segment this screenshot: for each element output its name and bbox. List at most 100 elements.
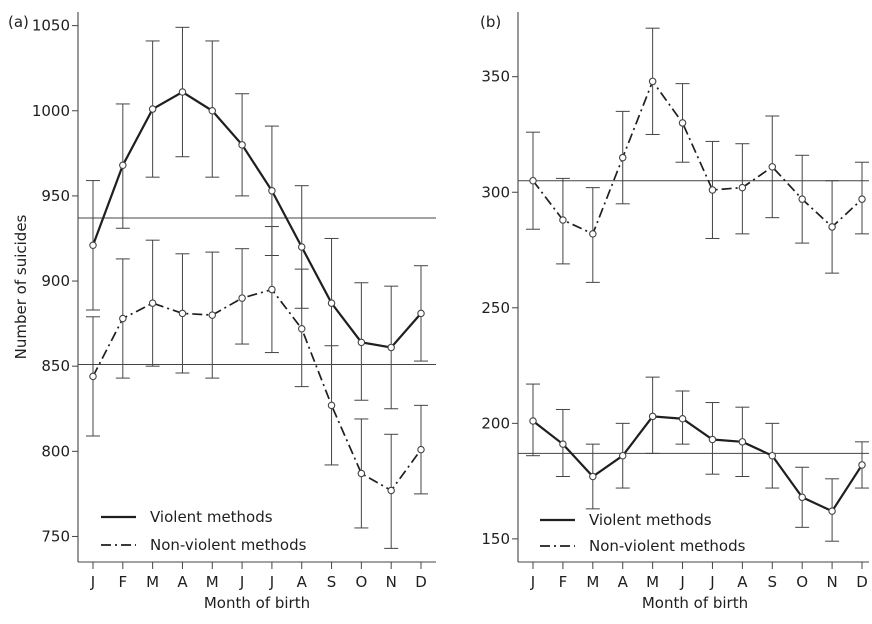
y-axis-label: Number of suicides <box>12 214 30 359</box>
x-tick-label: M <box>146 573 159 591</box>
violent-methods-point <box>178 88 187 96</box>
x-axis-label: Month of birth <box>642 594 748 612</box>
non-violent-methods-point <box>119 314 127 323</box>
x-tick-label: O <box>355 573 367 591</box>
x-tick-label: S <box>327 573 337 591</box>
x-tick-label: F <box>118 573 127 591</box>
non-violent-methods-point <box>327 401 336 410</box>
violent-methods-point <box>238 141 246 149</box>
violent-methods-point <box>327 299 336 307</box>
violent-methods-point <box>417 309 425 318</box>
violent-methods-point <box>559 440 567 448</box>
x-tick-label: A <box>177 573 188 591</box>
violent-methods-point <box>529 417 537 425</box>
non-violent-methods-point <box>357 469 366 478</box>
violent-methods-point <box>589 472 597 481</box>
x-tick-label: F <box>559 573 568 591</box>
non-violent-methods-point <box>559 216 567 224</box>
x-tick-label: M <box>646 573 659 591</box>
y-tick-label: 900 <box>41 272 70 290</box>
non-violent-methods-point <box>178 309 187 318</box>
violent-methods-point <box>148 105 157 113</box>
x-tick-label: J <box>90 573 95 591</box>
y-tick-label: 1000 <box>32 102 70 120</box>
panel-label: (a) <box>8 13 29 31</box>
non-violent-methods-point <box>858 195 866 203</box>
y-tick-label: 950 <box>41 187 70 205</box>
x-tick-label: D <box>856 573 868 591</box>
violent-methods-line <box>91 90 422 349</box>
violent-methods-point <box>387 343 395 352</box>
non-violent-methods-line <box>532 79 863 235</box>
non-violent-methods-point <box>589 230 597 238</box>
non-violent-methods-point <box>297 324 306 333</box>
non-violent-methods-point <box>768 163 777 171</box>
x-tick-label: O <box>796 573 808 591</box>
violent-methods-point <box>648 412 657 421</box>
violent-methods-point <box>297 243 306 251</box>
non-violent-methods-point <box>417 445 425 454</box>
violent-methods-point <box>208 107 217 115</box>
non-violent-methods-point <box>738 183 747 192</box>
violent-methods-point <box>708 435 717 444</box>
x-tick-label: J <box>530 573 535 591</box>
y-tick-label: 150 <box>481 530 510 548</box>
y-tick-label: 350 <box>481 68 510 86</box>
violent-methods-point <box>678 414 687 423</box>
x-tick-label: A <box>297 573 308 591</box>
non-violent-methods-point <box>238 294 246 302</box>
non-violent-methods-point <box>89 372 97 381</box>
y-tick-label: 800 <box>41 442 70 460</box>
legend-violent-label: Violent methods <box>150 508 273 526</box>
legend-nonviolent-label: Non-violent methods <box>150 536 307 554</box>
non-violent-methods-line <box>92 288 422 492</box>
violent-methods-point <box>858 461 866 469</box>
x-tick-label: J <box>679 573 684 591</box>
violent-methods-line <box>532 415 863 513</box>
x-axis-label: Month of birth <box>204 594 310 612</box>
legend-violent-label: Violent methods <box>589 511 712 529</box>
x-tick-label: J <box>709 573 714 591</box>
violent-methods-point <box>268 187 276 195</box>
x-tick-label: J <box>269 573 274 591</box>
x-tick-label: S <box>768 573 778 591</box>
x-tick-label: M <box>206 573 219 591</box>
non-violent-methods-point <box>618 153 627 162</box>
y-tick-label: 1050 <box>32 17 70 35</box>
violent-methods-point <box>357 338 366 347</box>
x-tick-label: M <box>586 573 599 591</box>
non-violent-methods-point <box>208 311 217 319</box>
non-violent-methods-point <box>387 486 395 495</box>
panel-label: (b) <box>480 13 501 31</box>
violent-methods-point <box>618 451 627 460</box>
y-tick-label: 750 <box>41 527 70 545</box>
y-tick-label: 300 <box>481 183 510 201</box>
non-violent-methods-point <box>798 195 806 203</box>
x-tick-label: J <box>239 573 244 591</box>
x-tick-label: D <box>415 573 427 591</box>
non-violent-methods-point <box>529 176 537 185</box>
violent-methods-point <box>798 493 806 502</box>
x-tick-label: N <box>826 573 837 591</box>
y-tick-label: 850 <box>41 357 70 375</box>
x-tick-label: A <box>737 573 748 591</box>
x-tick-label: A <box>618 573 629 591</box>
non-violent-methods-point <box>148 299 157 307</box>
non-violent-methods-point <box>648 77 657 86</box>
non-violent-methods-point <box>268 285 276 294</box>
violent-methods-point <box>119 161 127 170</box>
non-violent-methods-point <box>708 186 717 194</box>
x-tick-label: N <box>386 573 397 591</box>
violent-methods-point <box>768 451 777 460</box>
legend-nonviolent-label: Non-violent methods <box>589 537 746 555</box>
non-violent-methods-point <box>828 223 836 231</box>
y-tick-label: 200 <box>481 414 510 432</box>
violent-methods-point <box>828 507 836 515</box>
non-violent-methods-point <box>678 119 687 127</box>
y-tick-label: 250 <box>481 299 510 317</box>
violent-methods-point <box>89 241 97 250</box>
violent-methods-point <box>738 438 747 446</box>
